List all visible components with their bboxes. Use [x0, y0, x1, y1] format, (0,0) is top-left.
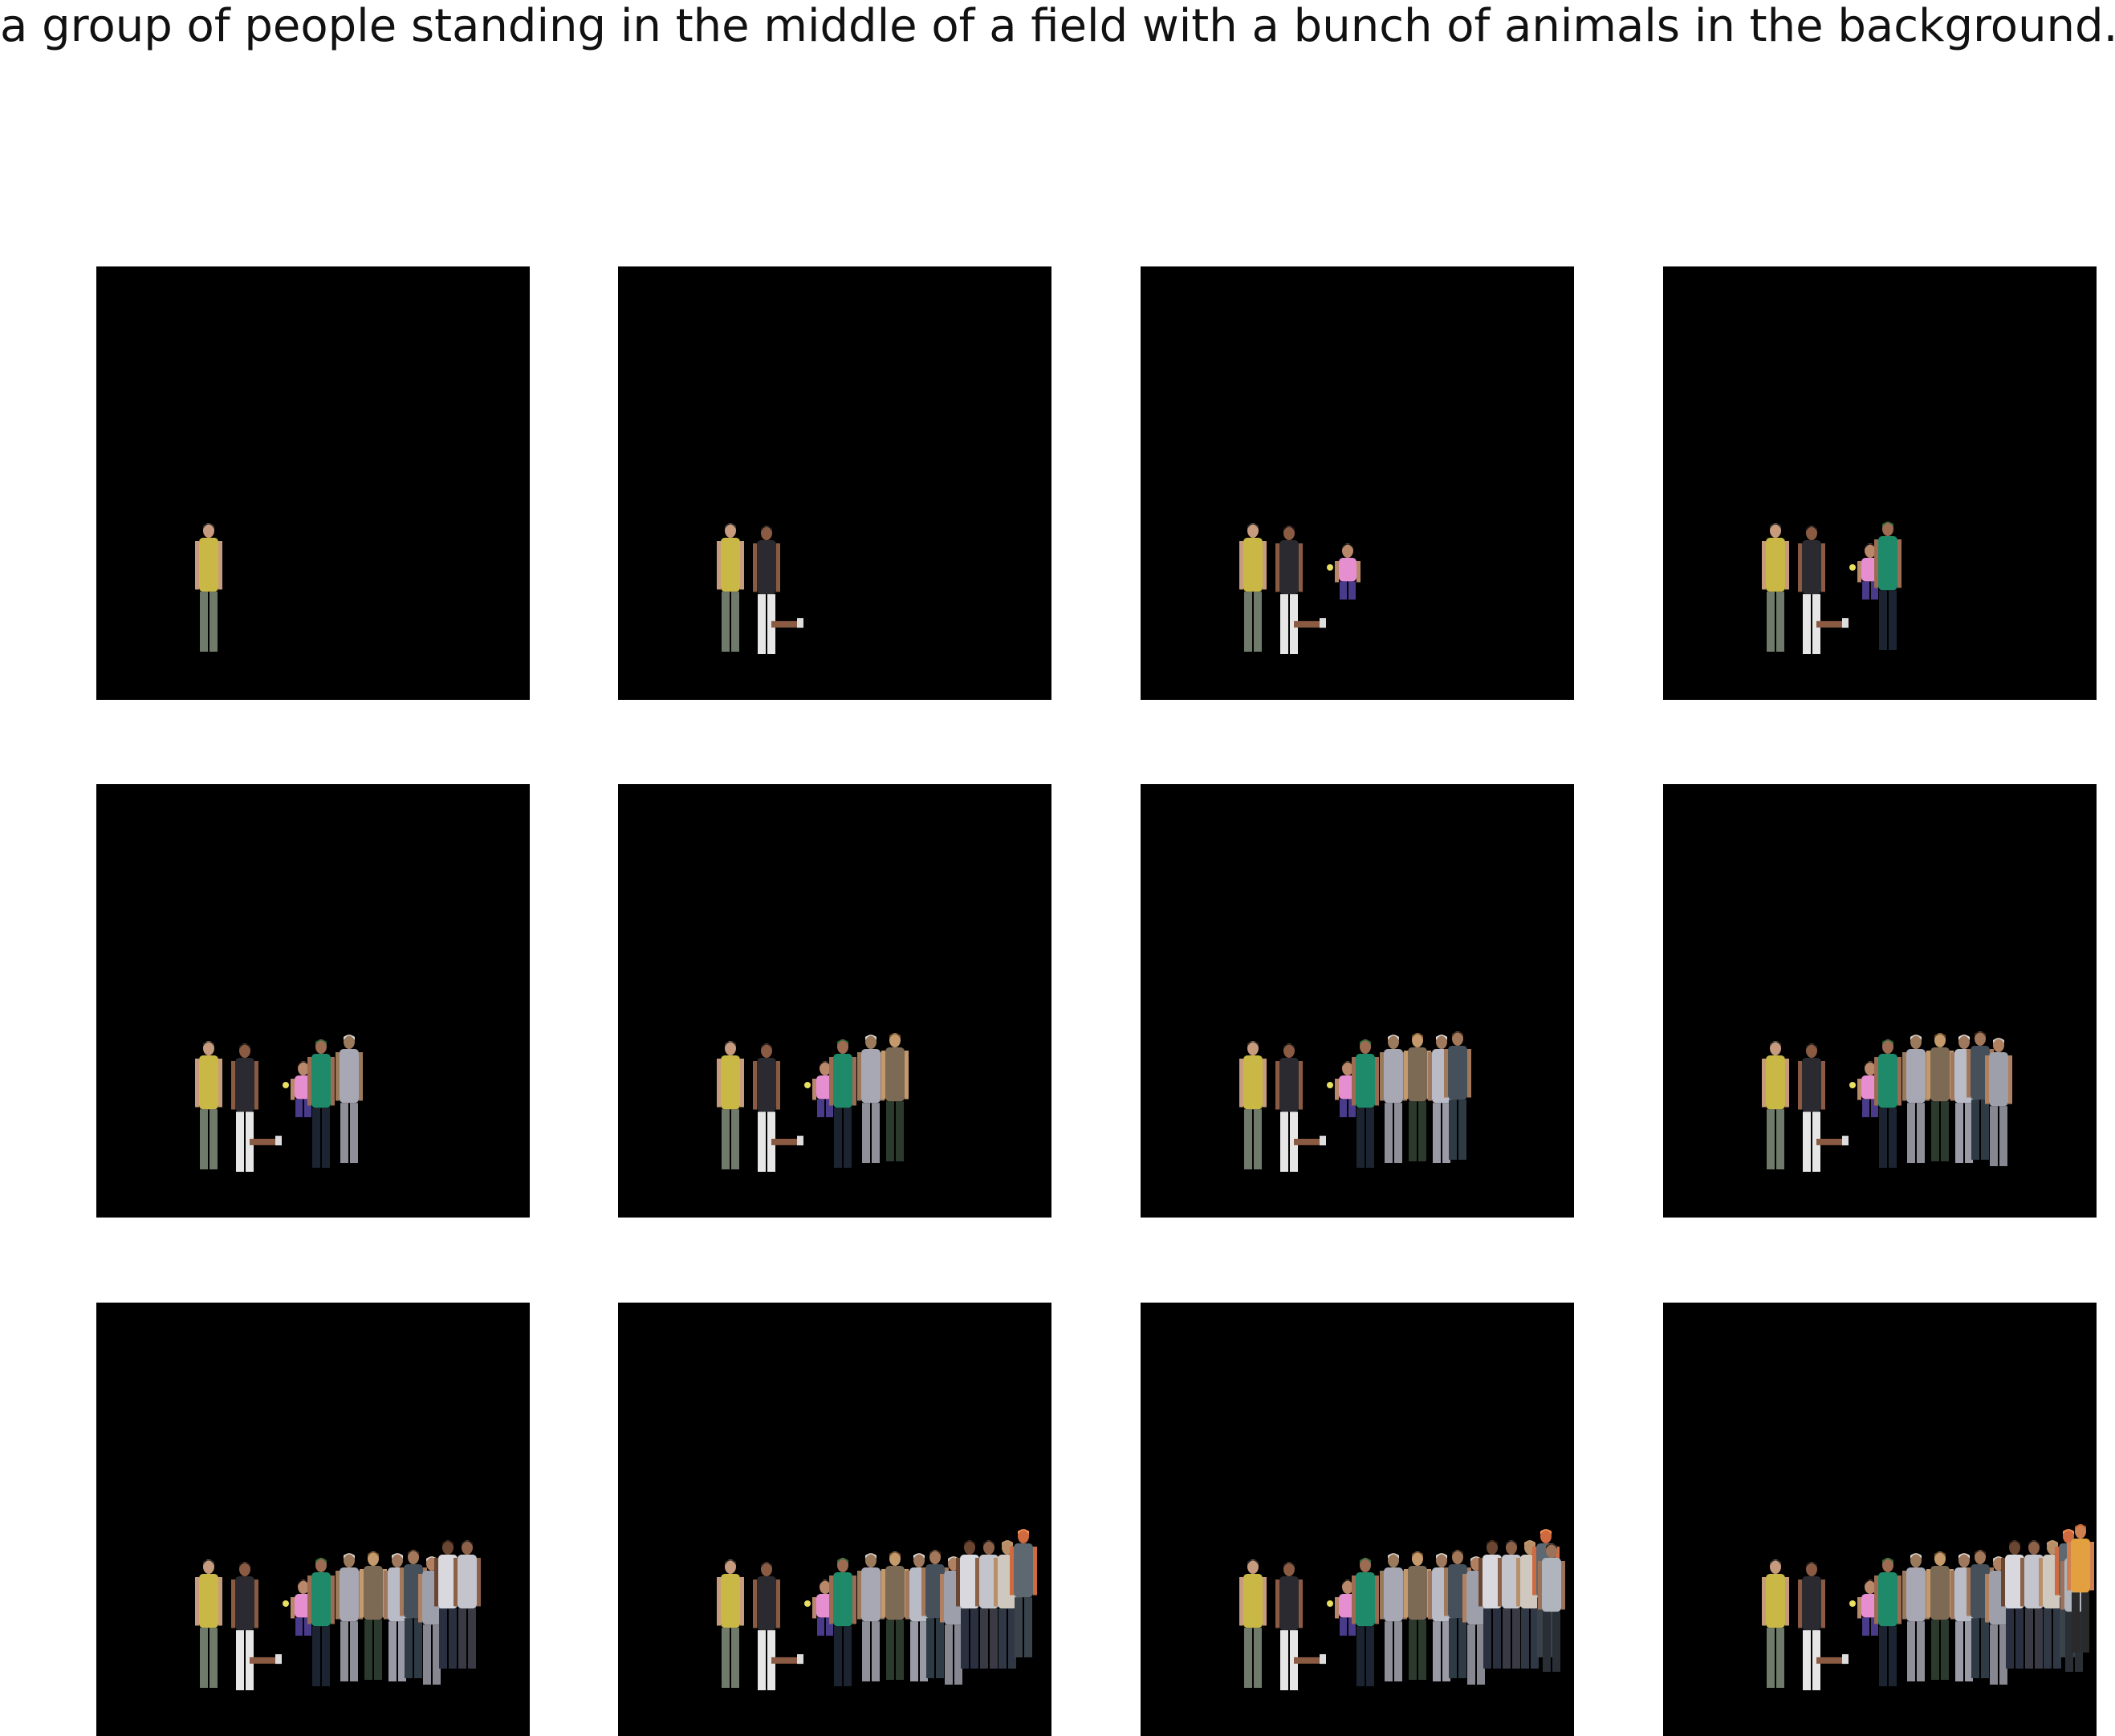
person-cutout: [1404, 1551, 1431, 1680]
frame-image: [1239, 1529, 1565, 1690]
frame-image: [1239, 523, 1361, 654]
person-cutout: [753, 526, 803, 654]
person-cutout: [336, 1035, 363, 1163]
frame-image: [1762, 1031, 2012, 1172]
person-cutout: [1798, 526, 1849, 654]
person-cutout: [829, 1039, 856, 1168]
person-cutout: [857, 1035, 885, 1163]
image-caption: a group of people standing in the middle…: [0, 0, 2115, 52]
person-cutout: [753, 1562, 803, 1690]
frame-image: [717, 523, 803, 654]
person-cutout: [1275, 1562, 1326, 1690]
person-cutout: [1798, 1562, 1849, 1690]
person-cutout: [1010, 1529, 1037, 1657]
person-cutout: [231, 1562, 282, 1690]
person-cutout: [195, 523, 222, 652]
person-cutout: [231, 1043, 282, 1172]
person-cutout: [336, 1553, 363, 1681]
frame-panel: [618, 266, 1051, 700]
person-cutout: [1874, 1039, 1901, 1168]
person-cutout: [1352, 1039, 1379, 1168]
person-cutout: [1762, 1041, 1789, 1169]
person-cutout: [1902, 1553, 1930, 1681]
frame-image: [195, 523, 222, 652]
person-cutout: [454, 1540, 481, 1669]
frame-image: [195, 1540, 481, 1690]
frame-panel: [1141, 784, 1574, 1218]
person-cutout: [1762, 1559, 1789, 1688]
person-cutout: [195, 1041, 222, 1169]
frame-panel: [1663, 784, 2097, 1218]
person-cutout: [881, 1033, 909, 1161]
person-cutout: [307, 1039, 335, 1168]
person-cutout: [1380, 1553, 1407, 1681]
frame-panel: [1141, 1303, 1574, 1736]
person-cutout: [1926, 1551, 1954, 1680]
frame-panel: [618, 784, 1051, 1218]
frame-panel: [1141, 266, 1574, 700]
person-cutout: [881, 1551, 909, 1680]
frame-image: [195, 1035, 363, 1172]
frame-panel: [618, 1303, 1051, 1736]
person-cutout: [360, 1551, 387, 1680]
person-cutout: [1762, 523, 1789, 652]
person-cutout: [1849, 543, 1883, 600]
person-cutout: [1538, 1543, 1565, 1672]
person-cutout: [1239, 1041, 1267, 1169]
person-cutout: [1275, 1043, 1326, 1172]
person-cutout: [1926, 1033, 1954, 1161]
person-cutout: [753, 1043, 803, 1172]
person-cutout: [717, 1559, 744, 1688]
person-cutout: [1275, 526, 1326, 654]
frame-image: [717, 1033, 909, 1172]
person-cutout: [1444, 1031, 1471, 1160]
frame-image: [717, 1529, 1037, 1690]
person-cutout: [1404, 1033, 1431, 1161]
frame-image: [1762, 1524, 2094, 1690]
person-cutout: [307, 1558, 335, 1686]
person-cutout: [1239, 1559, 1267, 1688]
person-cutout: [1239, 523, 1267, 652]
person-cutout: [1352, 1558, 1379, 1686]
person-cutout: [2067, 1524, 2094, 1653]
person-cutout: [1380, 1035, 1407, 1163]
person-cutout: [857, 1553, 885, 1681]
frame-panel: [1663, 1303, 2097, 1736]
frame-image: [1239, 1031, 1471, 1172]
frame-panel: [96, 266, 530, 700]
person-cutout: [1798, 1043, 1849, 1172]
person-cutout: [195, 1559, 222, 1688]
person-cutout: [1985, 1038, 2012, 1166]
person-cutout: [829, 1558, 856, 1686]
person-cutout: [717, 1041, 744, 1169]
frame-image: [1762, 522, 1901, 654]
person-cutout: [1874, 1558, 1901, 1686]
person-cutout: [1327, 543, 1361, 600]
frame-panel: [96, 784, 530, 1218]
person-cutout: [717, 523, 744, 652]
frame-panel: [96, 1303, 530, 1736]
person-cutout: [1902, 1035, 1930, 1163]
person-cutout: [1874, 522, 1901, 650]
frame-panel: [1663, 266, 2097, 700]
